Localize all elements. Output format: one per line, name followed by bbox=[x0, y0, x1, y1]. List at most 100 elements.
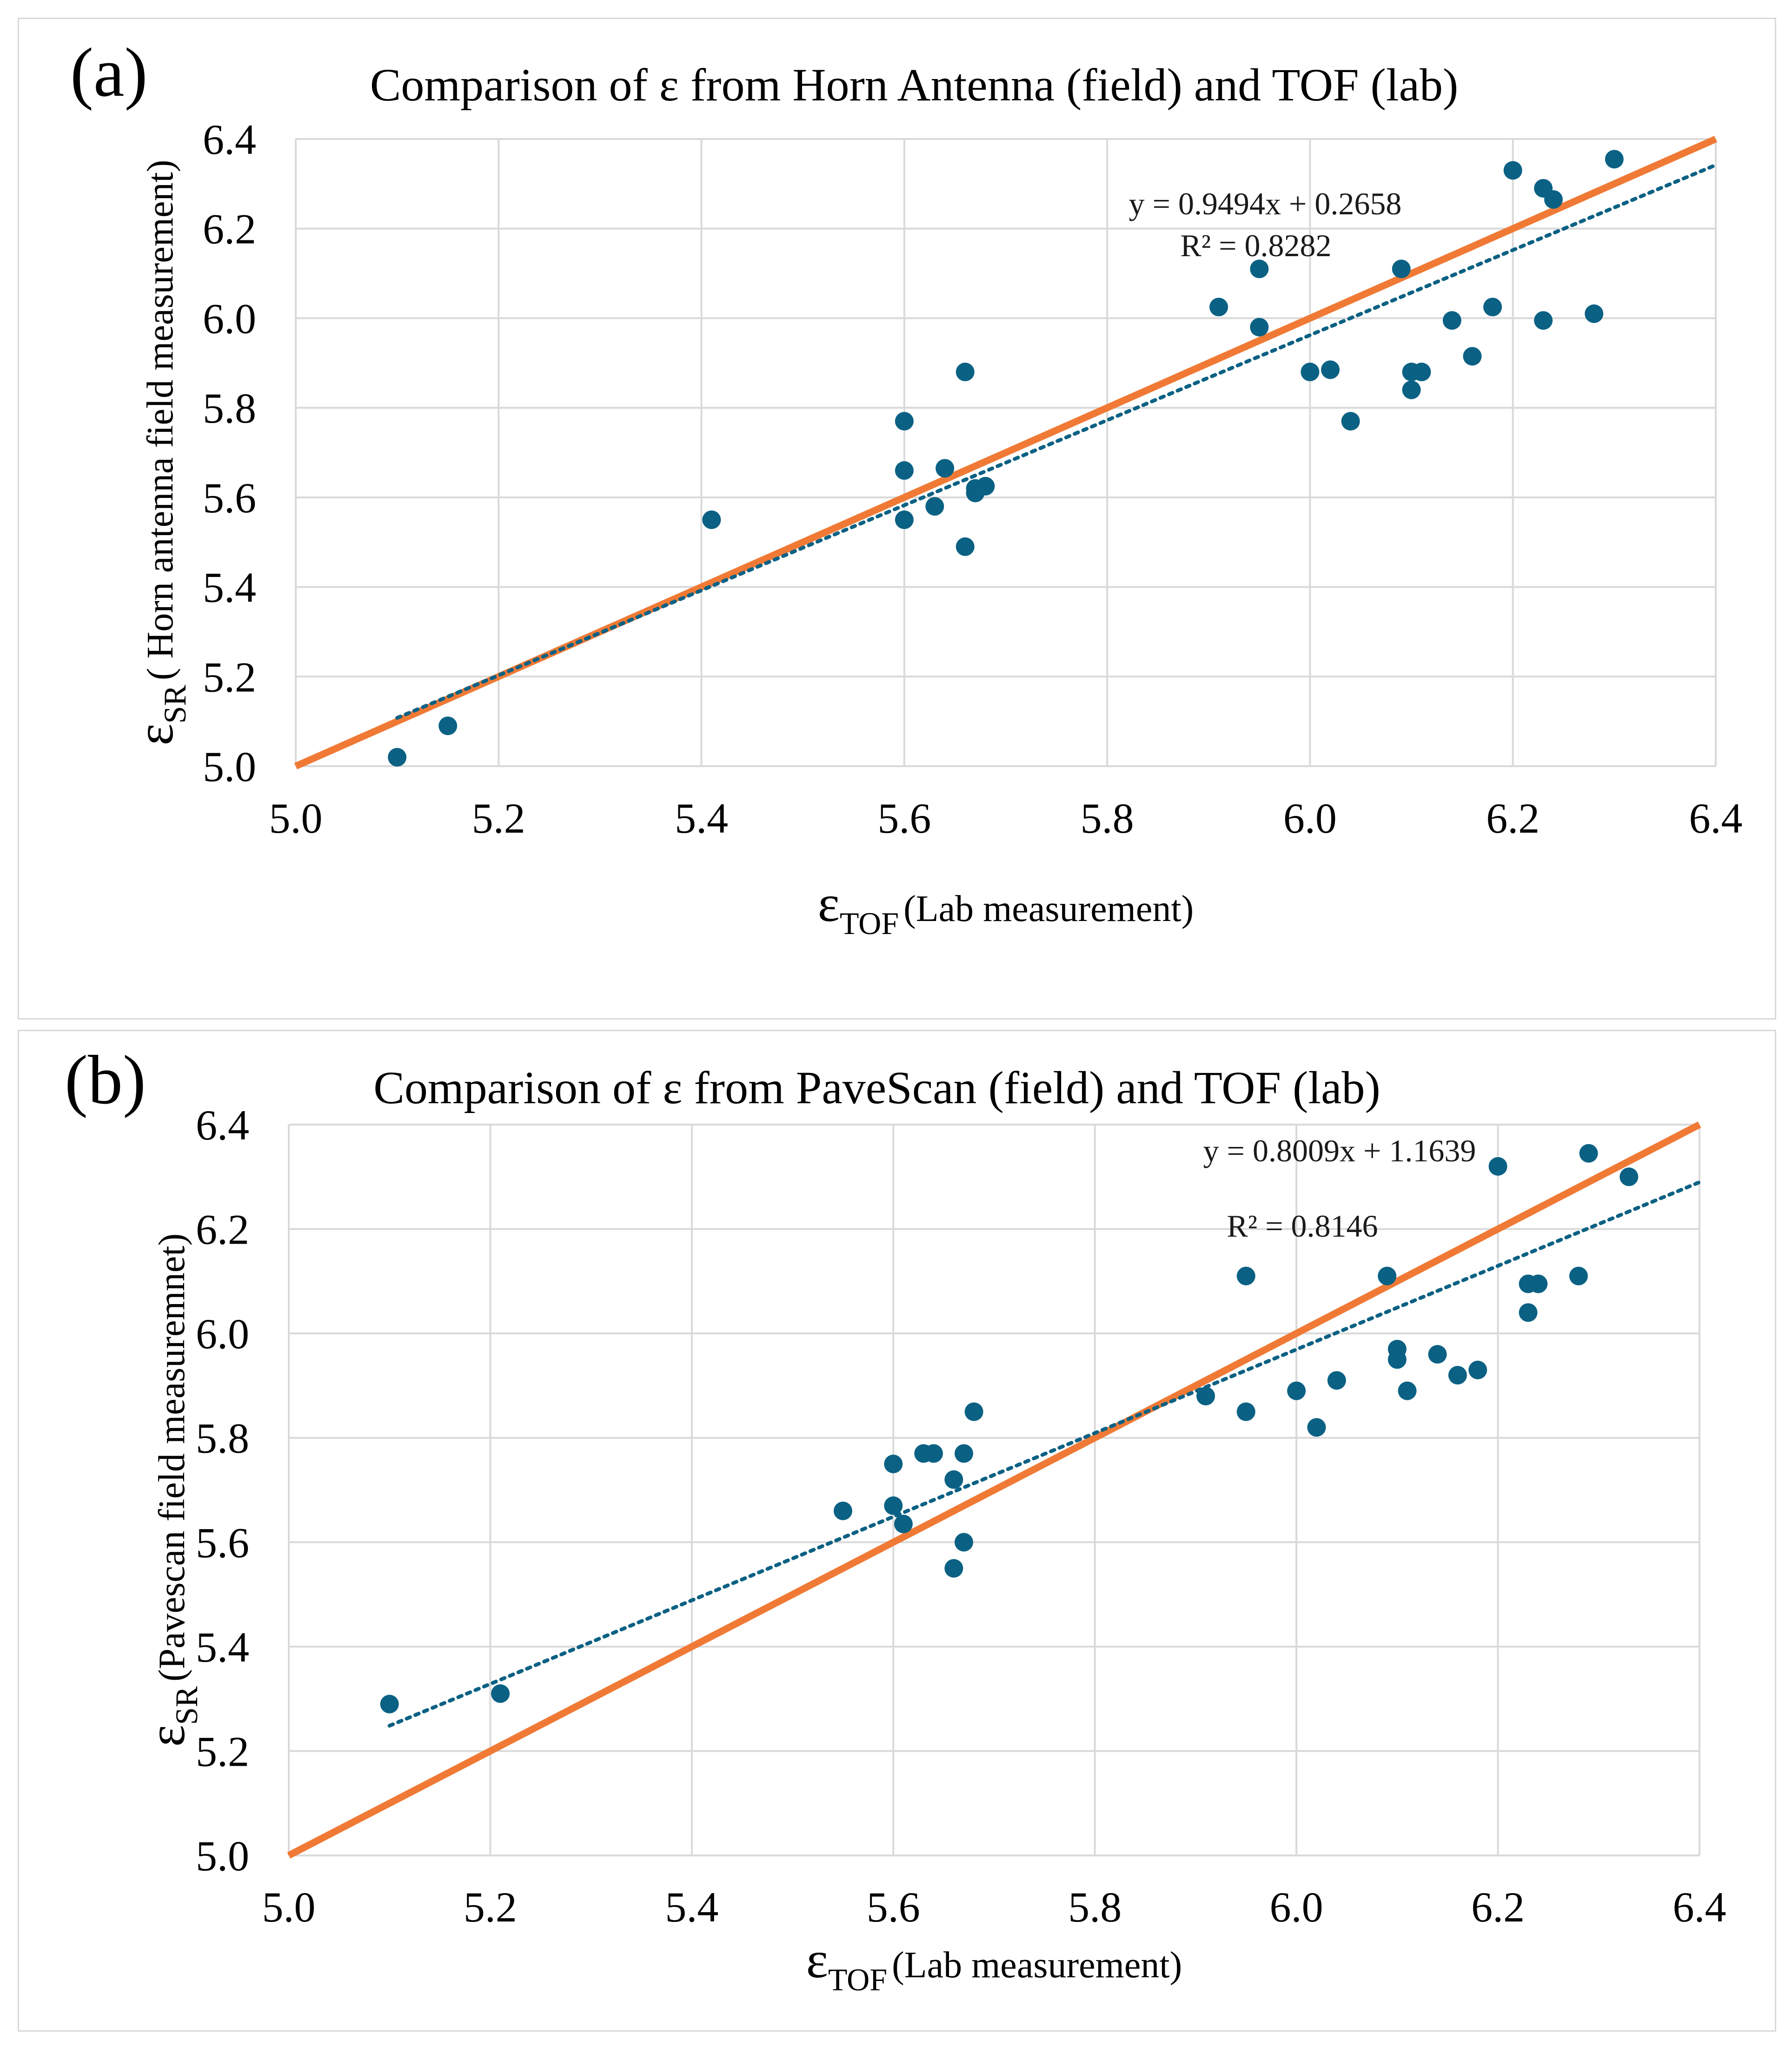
y-tick-labels: 5.0 5.2 5.4 5.6 5.8 6.0 6.2 6.4 bbox=[196, 1101, 249, 1880]
data-point bbox=[1341, 412, 1360, 431]
x-axis-subscript: TOF bbox=[840, 906, 899, 941]
scatter-plot-a: (a) Comparison of ε from Horn Antenna (fi… bbox=[70, 34, 1743, 941]
data-point bbox=[1402, 380, 1421, 399]
data-point bbox=[1579, 1144, 1598, 1163]
y-axis-symbol: ε bbox=[138, 1725, 196, 1747]
y-axis-title: εSR (Pavescan field measuremnet) bbox=[138, 1233, 204, 1747]
x-axis-text: (Lab measurement) bbox=[892, 1945, 1182, 1986]
data-point bbox=[1392, 259, 1411, 278]
trendline-equation: y = 0.9494x + 0.2658 bbox=[1129, 186, 1402, 221]
data-point bbox=[964, 1402, 983, 1421]
y-tick-label: 5.4 bbox=[196, 1623, 249, 1671]
x-tick-label: 6.4 bbox=[1673, 1883, 1726, 1931]
data-point bbox=[1463, 347, 1482, 366]
trendline-equation: y = 0.8009x + 1.1639 bbox=[1203, 1133, 1476, 1168]
x-axis-text: (Lab measurement) bbox=[903, 888, 1194, 929]
data-point bbox=[936, 459, 955, 478]
data-point bbox=[954, 1444, 973, 1463]
data-point bbox=[1529, 1274, 1548, 1293]
data-point bbox=[1483, 298, 1502, 317]
scatter-plot-b: (b) Comparison of ε from PaveScan (field)… bbox=[65, 1041, 1726, 1997]
y-tick-label: 6.4 bbox=[196, 1101, 249, 1149]
data-point bbox=[1387, 1350, 1407, 1369]
reference-line bbox=[294, 136, 1718, 769]
y-tick-labels: 5.0 5.2 5.4 5.6 5.8 6.0 6.2 6.4 bbox=[203, 116, 256, 790]
data-point bbox=[944, 1470, 963, 1489]
chart-panel-b: (b) Comparison of ε from PaveScan (field)… bbox=[18, 1030, 1776, 2032]
data-point bbox=[954, 1533, 973, 1552]
data-point bbox=[1605, 150, 1624, 169]
r-squared-label: R² = 0.8146 bbox=[1227, 1208, 1378, 1244]
data-point bbox=[1236, 1266, 1255, 1285]
data-point bbox=[1448, 1365, 1467, 1385]
r-squared-label: R² = 0.8282 bbox=[1180, 228, 1331, 263]
x-tick-label: 5.6 bbox=[867, 1883, 920, 1931]
data-points bbox=[380, 1144, 1639, 1714]
data-point bbox=[1250, 318, 1269, 337]
x-tick-label: 5.8 bbox=[1068, 1883, 1122, 1931]
data-point bbox=[491, 1684, 510, 1703]
data-point bbox=[380, 1695, 399, 1714]
data-point bbox=[1196, 1386, 1215, 1405]
data-point bbox=[1236, 1402, 1255, 1421]
y-axis-subscript: SR bbox=[157, 685, 192, 724]
x-tick-label: 5.0 bbox=[269, 795, 323, 842]
x-axis-title: εTOF (Lab measurement) bbox=[818, 875, 1194, 941]
x-tick-label: 6.0 bbox=[1283, 795, 1337, 842]
data-point bbox=[894, 1514, 913, 1533]
data-point bbox=[1488, 1157, 1507, 1176]
y-tick-label: 5.8 bbox=[196, 1415, 249, 1462]
data-point bbox=[1619, 1167, 1639, 1186]
data-point bbox=[1398, 1381, 1417, 1400]
data-point bbox=[944, 1559, 963, 1578]
x-tick-label: 5.4 bbox=[675, 795, 728, 842]
x-tick-labels: 5.0 5.2 5.4 5.6 5.8 6.0 6.2 6.4 bbox=[269, 795, 1743, 842]
y-tick-label: 6.2 bbox=[196, 1206, 249, 1253]
y-tick-label: 5.2 bbox=[203, 653, 256, 701]
x-axis-symbol: ε bbox=[806, 1931, 828, 1989]
panel-label: (b) bbox=[65, 1041, 146, 1119]
y-axis-text: ( Horn antenna field measurement) bbox=[140, 160, 181, 681]
y-axis-title: εSR ( Horn antenna field measurement) bbox=[126, 160, 192, 746]
data-point bbox=[438, 716, 458, 735]
data-point bbox=[895, 510, 914, 530]
y-tick-label: 6.4 bbox=[203, 116, 256, 163]
data-point bbox=[1442, 311, 1461, 330]
trendline bbox=[387, 1180, 1701, 1728]
reference-line bbox=[287, 1121, 1701, 1859]
data-point bbox=[895, 412, 914, 431]
data-point bbox=[895, 461, 914, 480]
data-point bbox=[956, 363, 975, 382]
y-tick-label: 6.0 bbox=[203, 295, 256, 342]
chart-title: Comparison of ε from PaveScan (field) an… bbox=[373, 1062, 1381, 1113]
y-tick-label: 5.8 bbox=[203, 384, 256, 432]
x-tick-label: 5.8 bbox=[1081, 795, 1134, 842]
y-tick-label: 5.4 bbox=[203, 564, 256, 611]
y-tick-label: 5.6 bbox=[196, 1519, 249, 1566]
data-point bbox=[1534, 311, 1553, 330]
x-axis-symbol: ε bbox=[818, 875, 840, 933]
data-point bbox=[833, 1501, 852, 1520]
x-tick-label: 5.2 bbox=[464, 1883, 517, 1931]
data-point bbox=[925, 497, 944, 516]
data-point bbox=[702, 510, 721, 530]
gridlines bbox=[288, 1124, 1700, 1856]
x-tick-label: 5.0 bbox=[262, 1883, 316, 1931]
y-tick-label: 6.0 bbox=[196, 1310, 249, 1358]
data-point bbox=[1378, 1266, 1397, 1285]
x-axis-subscript: TOF bbox=[828, 1962, 887, 1997]
data-point bbox=[388, 748, 407, 767]
data-point bbox=[1287, 1381, 1306, 1400]
data-point bbox=[884, 1496, 903, 1515]
data-point bbox=[976, 477, 995, 496]
panel-label: (a) bbox=[70, 34, 147, 111]
x-tick-label: 5.4 bbox=[665, 1883, 718, 1931]
y-tick-label: 6.2 bbox=[203, 205, 256, 253]
x-tick-label: 6.2 bbox=[1486, 795, 1540, 842]
data-point bbox=[1321, 360, 1340, 379]
x-tick-label: 5.2 bbox=[472, 795, 525, 842]
chart-panel-a: (a) Comparison of ε from Horn Antenna (fi… bbox=[18, 18, 1776, 1020]
x-tick-label: 6.2 bbox=[1471, 1883, 1525, 1931]
y-tick-label: 5.6 bbox=[203, 474, 256, 522]
y-tick-label: 5.2 bbox=[196, 1728, 249, 1775]
